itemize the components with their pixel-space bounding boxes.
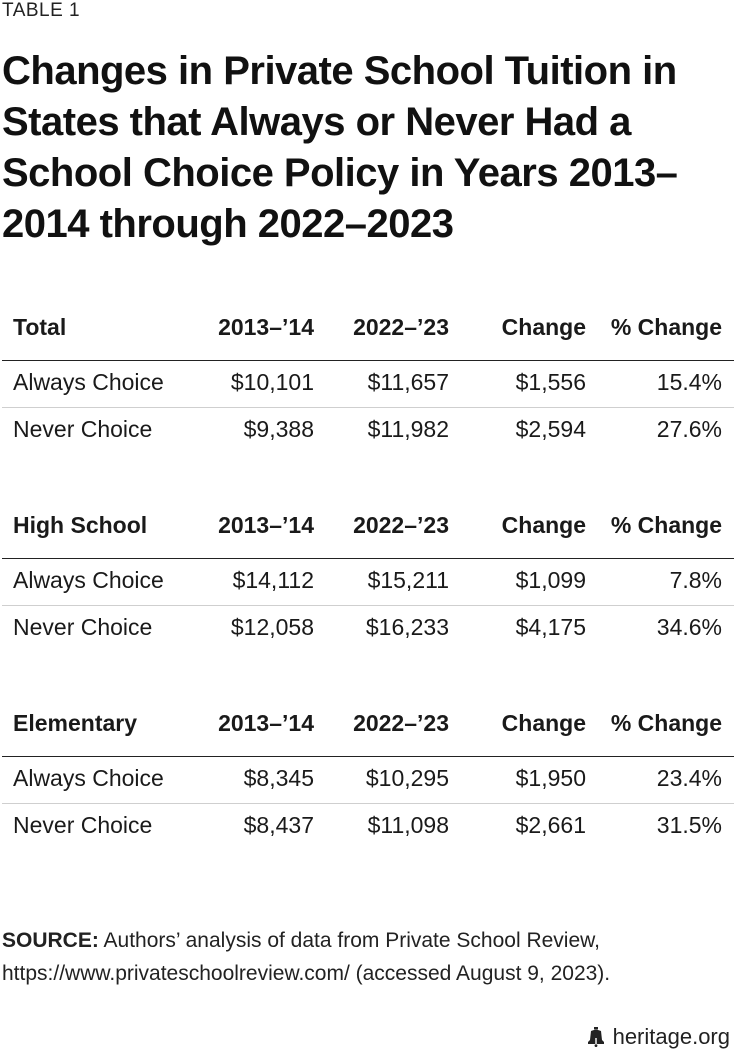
cell-value: $15,211 bbox=[367, 567, 449, 593]
column-header: 2013–’14 bbox=[218, 710, 314, 736]
table-label: TABLE 1 bbox=[2, 0, 81, 21]
column-header: 2022–’23 bbox=[353, 512, 449, 538]
cell-value: $1,950 bbox=[515, 765, 586, 791]
table-title: Changes in Private School Tuition in Sta… bbox=[2, 49, 678, 246]
column-header: % Change bbox=[610, 710, 722, 736]
section-header-row: Total 2013–’14 2022–’23 Change % Change bbox=[2, 302, 734, 360]
cell-value: $8,437 bbox=[243, 812, 314, 838]
cell-value: $9,388 bbox=[243, 416, 314, 442]
table-section-high-school: High School 2013–’14 2022–’23 Change % C… bbox=[2, 500, 734, 652]
cell-value: $11,657 bbox=[367, 369, 449, 395]
row-divider bbox=[2, 803, 734, 804]
table-row: Never Choice $9,388 $11,982 $2,594 27.6% bbox=[2, 408, 734, 454]
section-name: Total bbox=[13, 314, 67, 340]
table-row: Always Choice $8,345 $10,295 $1,950 23.4… bbox=[2, 757, 734, 803]
row-label: Always Choice bbox=[13, 765, 164, 791]
cell-value: 23.4% bbox=[656, 765, 722, 791]
table-row: Always Choice $10,101 $11,657 $1,556 15.… bbox=[2, 361, 734, 407]
cell-value: $11,098 bbox=[367, 812, 449, 838]
section-name: Elementary bbox=[13, 710, 138, 736]
liberty-bell-icon bbox=[587, 1027, 604, 1047]
column-header: % Change bbox=[610, 512, 722, 538]
row-label: Always Choice bbox=[13, 369, 164, 395]
source-note: SOURCE: Authors’ analysis of data from P… bbox=[2, 924, 722, 990]
cell-value: $2,594 bbox=[515, 416, 586, 442]
cell-value: $12,058 bbox=[230, 614, 314, 640]
cell-value: $1,556 bbox=[515, 369, 586, 395]
cell-value: $2,661 bbox=[515, 812, 586, 838]
row-label: Never Choice bbox=[13, 416, 153, 442]
table-section-total: Total 2013–’14 2022–’23 Change % Change … bbox=[2, 302, 734, 454]
cell-value: $16,233 bbox=[365, 614, 449, 640]
cell-value: 34.6% bbox=[656, 614, 722, 640]
column-header: 2013–’14 bbox=[218, 512, 314, 538]
cell-value: 31.5% bbox=[656, 812, 722, 838]
cell-value: $8,345 bbox=[243, 765, 314, 791]
source-label: SOURCE: bbox=[2, 929, 99, 952]
column-header: % Change bbox=[610, 314, 722, 340]
row-label: Never Choice bbox=[13, 614, 153, 640]
row-divider bbox=[2, 605, 734, 606]
cell-value: $14,112 bbox=[232, 567, 314, 593]
cell-value: $1,099 bbox=[515, 567, 586, 593]
footer-site[interactable]: heritage.org bbox=[612, 1024, 730, 1049]
column-header: Change bbox=[501, 512, 586, 538]
table-row: Never Choice $12,058 $16,233 $4,175 34.6… bbox=[2, 606, 734, 652]
column-header: 2022–’23 bbox=[353, 314, 449, 340]
cell-value: $10,101 bbox=[230, 369, 314, 395]
cell-value: $4,175 bbox=[515, 614, 586, 640]
table-section-elementary: Elementary 2013–’14 2022–’23 Change % Ch… bbox=[2, 698, 734, 850]
row-label: Never Choice bbox=[13, 812, 153, 838]
header-divider bbox=[2, 558, 734, 559]
header-divider bbox=[2, 756, 734, 757]
column-header: Change bbox=[501, 710, 586, 736]
cell-value: $10,295 bbox=[365, 765, 449, 791]
table-row: Always Choice $14,112 $15,211 $1,099 7.8… bbox=[2, 559, 734, 605]
cell-value: 27.6% bbox=[656, 416, 722, 442]
cell-value: 7.8% bbox=[669, 567, 722, 593]
section-header-row: High School 2013–’14 2022–’23 Change % C… bbox=[2, 500, 734, 558]
header-divider bbox=[2, 360, 734, 361]
footer-branding: heritage.org bbox=[587, 1024, 730, 1050]
section-name: High School bbox=[13, 512, 148, 538]
cell-value: 15.4% bbox=[656, 369, 722, 395]
row-divider bbox=[2, 407, 734, 408]
column-header: 2013–’14 bbox=[218, 314, 314, 340]
section-header-row: Elementary 2013–’14 2022–’23 Change % Ch… bbox=[2, 698, 734, 756]
cell-value: $11,982 bbox=[367, 416, 449, 442]
table-row: Never Choice $8,437 $11,098 $2,661 31.5% bbox=[2, 804, 734, 850]
source-text: Authors’ analysis of data from Private S… bbox=[2, 929, 611, 985]
row-label: Always Choice bbox=[13, 567, 164, 593]
column-header: 2022–’23 bbox=[353, 710, 449, 736]
column-header: Change bbox=[501, 314, 586, 340]
